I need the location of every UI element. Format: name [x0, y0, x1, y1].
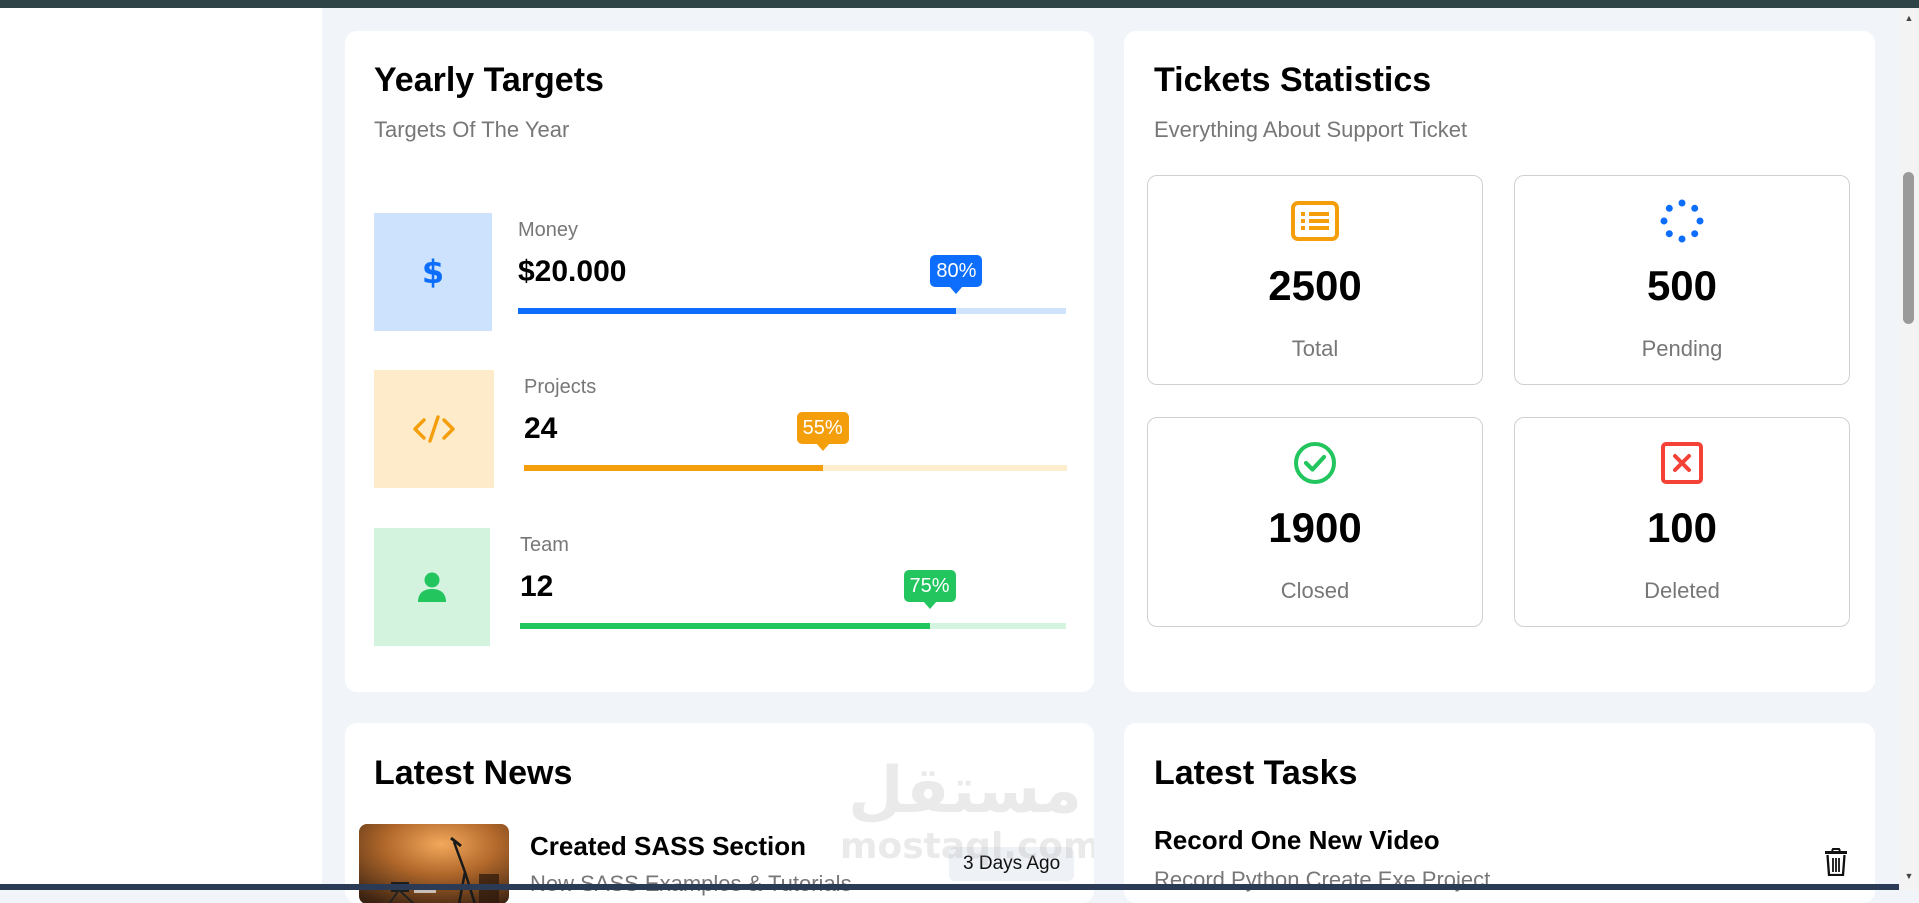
scroll-down-arrow-icon[interactable]: ▼	[1904, 871, 1914, 881]
window-top-bar	[0, 0, 1919, 8]
news-title: Created SASS Section	[530, 831, 806, 861]
target-value: 12	[520, 570, 554, 603]
card-subtitle: Targets Of The Year	[374, 117, 570, 142]
scroll-up-arrow-icon[interactable]: ▲	[1904, 13, 1914, 23]
progress-badge: 75%	[903, 570, 956, 609]
progress-fill	[520, 623, 930, 629]
watermark-latin: mostaql.com	[840, 826, 1094, 867]
news-thumbnail	[359, 824, 509, 903]
latest-tasks-card: Latest Tasks Record One New Video Record…	[1124, 723, 1875, 903]
code-icon	[374, 370, 494, 488]
progress-fill	[518, 308, 957, 314]
check-circle-icon	[1148, 440, 1482, 486]
ticket-deleted: 100 Deleted	[1514, 417, 1850, 627]
window-bottom-bar	[0, 884, 1899, 890]
ticket-label: Deleted	[1644, 578, 1720, 603]
watermark-arabic: مستقل	[847, 754, 1083, 828]
latest-news-card: Latest News Created SASS Se	[345, 723, 1094, 903]
progress-track: 80%	[518, 255, 1066, 314]
task-title: Record One New Video	[1154, 825, 1440, 855]
progress-badge: 80%	[930, 255, 983, 294]
card-title: Tickets Statistics	[1154, 61, 1432, 99]
yearly-targets-card: Yearly Targets Targets Of The Year $ Mon…	[345, 31, 1094, 692]
ticket-closed: 1900 Closed	[1147, 417, 1483, 627]
dollar-icon: $	[374, 213, 492, 331]
progress-track: 55%	[524, 412, 1067, 471]
ticket-label: Pending	[1641, 336, 1723, 361]
target-value: 24	[524, 412, 558, 445]
target-value: $20.000	[518, 255, 627, 288]
list-icon	[1148, 198, 1482, 244]
svg-text:$: $	[422, 254, 444, 290]
ticket-label: Total	[1291, 336, 1339, 361]
ticket-label: Closed	[1280, 578, 1350, 603]
card-title: Latest News	[374, 754, 573, 792]
close-square-icon	[1515, 440, 1849, 486]
target-label: Projects	[524, 376, 597, 398]
progress-track: 75%	[520, 570, 1066, 629]
user-icon	[374, 528, 490, 646]
card-subtitle: Everything About Support Ticket	[1154, 117, 1468, 142]
progress-fill	[524, 465, 823, 471]
trash-icon[interactable]	[1824, 848, 1848, 877]
watermark: مستقل mostaql.com	[840, 754, 1094, 903]
scrollbar[interactable]	[1899, 8, 1919, 890]
target-label: Team	[520, 534, 569, 556]
spinner-icon	[1515, 198, 1849, 244]
ticket-total: 2500 Total	[1147, 175, 1483, 385]
card-title: Latest Tasks	[1154, 754, 1358, 792]
news-date-badge: 3 Days Ago	[949, 847, 1075, 881]
ticket-value: 2500	[1268, 262, 1362, 309]
target-label: Money	[518, 219, 579, 241]
tickets-statistics-card: Tickets Statistics Everything About Supp…	[1124, 31, 1875, 692]
ticket-value: 100	[1646, 504, 1718, 551]
progress-badge: 55%	[796, 412, 849, 451]
ticket-value: 500	[1646, 262, 1718, 309]
sidebar	[0, 8, 322, 890]
scrollbar-thumb[interactable]	[1903, 172, 1914, 324]
ticket-value: 1900	[1268, 504, 1362, 551]
card-title: Yearly Targets	[374, 61, 604, 99]
ticket-pending: 500 Pending	[1514, 175, 1850, 385]
